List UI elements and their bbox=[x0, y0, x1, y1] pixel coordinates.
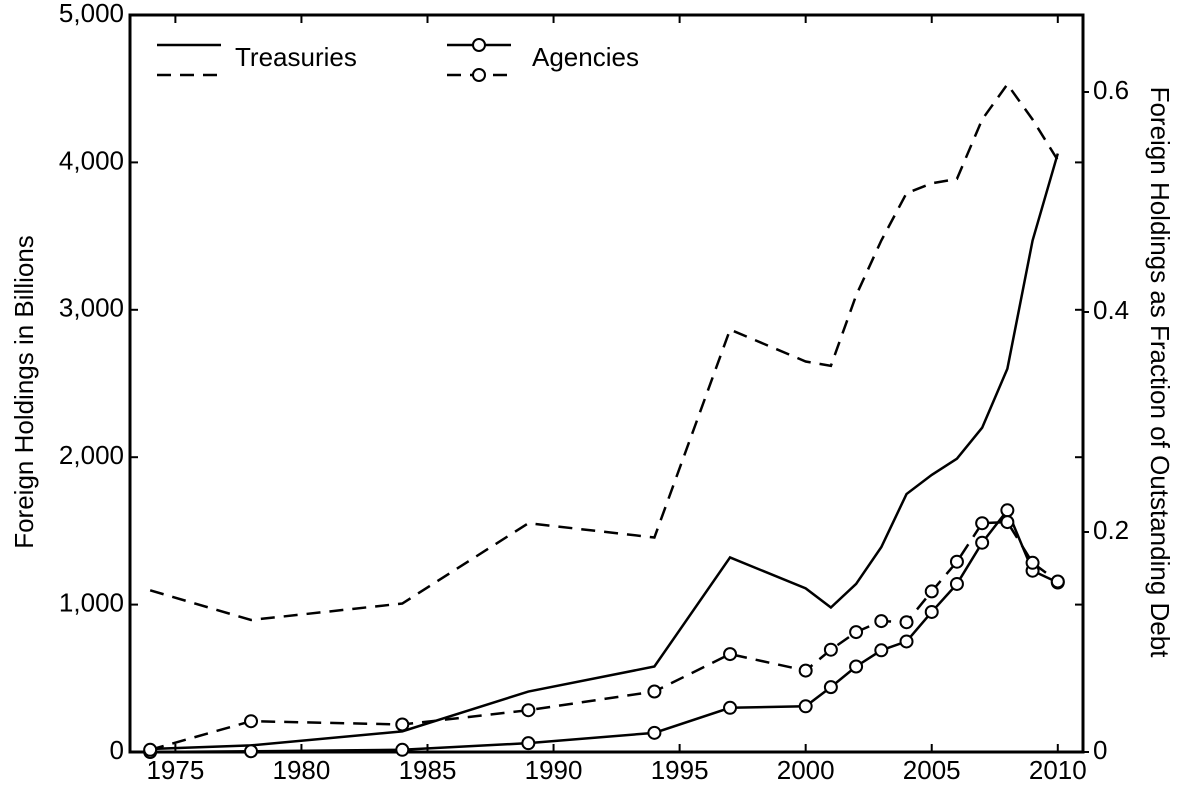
x-tick-label: 2010 bbox=[1029, 755, 1087, 785]
x-tick-label: 1990 bbox=[525, 755, 583, 785]
series-line bbox=[149, 82, 1059, 622]
y-tick-label: 2,000 bbox=[59, 440, 124, 470]
series-marker bbox=[975, 516, 990, 531]
series-marker bbox=[823, 642, 838, 657]
series-marker bbox=[849, 625, 864, 640]
series-marker bbox=[395, 717, 410, 732]
series-marker bbox=[798, 663, 813, 678]
series-marker bbox=[874, 643, 889, 658]
series-marker bbox=[975, 535, 990, 550]
y-tick-label: 4,000 bbox=[59, 145, 124, 175]
series-marker bbox=[244, 744, 259, 759]
x-tick-label: 2005 bbox=[903, 755, 961, 785]
series-marker bbox=[244, 714, 259, 729]
legend-label: Treasuries bbox=[235, 42, 357, 72]
series-marker bbox=[723, 647, 738, 662]
series-line bbox=[149, 520, 1059, 752]
y-tick-label: 3,000 bbox=[59, 293, 124, 323]
series-marker bbox=[798, 699, 813, 714]
y-tick-label: 5,000 bbox=[59, 0, 124, 28]
y2-tick-label: 0 bbox=[1093, 735, 1107, 765]
y2-tick-label: 0.4 bbox=[1093, 295, 1129, 325]
series-marker bbox=[899, 634, 914, 649]
y2-tick-label: 0.6 bbox=[1093, 75, 1129, 105]
x-tick-label: 1980 bbox=[273, 755, 331, 785]
legend-label: Agencies bbox=[532, 42, 639, 72]
y-tick-label: 0 bbox=[110, 735, 124, 765]
series-marker bbox=[823, 680, 838, 695]
plot-frame bbox=[128, 13, 1085, 754]
series-marker bbox=[647, 684, 662, 699]
series-marker bbox=[1025, 555, 1040, 570]
y2-tick-label: 0.2 bbox=[1093, 515, 1129, 545]
series-marker bbox=[924, 584, 939, 599]
x-tick-label: 2000 bbox=[777, 755, 835, 785]
series-marker bbox=[647, 725, 662, 740]
series-line bbox=[150, 153, 1059, 751]
series-marker bbox=[521, 703, 536, 718]
series-marker bbox=[949, 554, 964, 569]
legend-marker bbox=[472, 68, 486, 82]
series-marker bbox=[521, 736, 536, 751]
x-tick-label: 1975 bbox=[146, 755, 204, 785]
series-marker bbox=[949, 576, 964, 591]
x-tick-label: 1985 bbox=[399, 755, 457, 785]
legend-marker bbox=[472, 38, 486, 52]
x-tick-label: 1995 bbox=[651, 755, 709, 785]
series-marker bbox=[395, 742, 410, 757]
series-marker bbox=[143, 742, 158, 757]
y-tick-label: 1,000 bbox=[59, 587, 124, 617]
series-line bbox=[150, 507, 1059, 754]
series-marker bbox=[1000, 503, 1015, 518]
series-marker bbox=[874, 614, 889, 629]
series-marker bbox=[723, 700, 738, 715]
series-marker bbox=[899, 615, 914, 630]
series-marker bbox=[924, 604, 939, 619]
series-marker bbox=[1000, 515, 1015, 530]
y-axis-label: Foreign Holdings in Billions bbox=[9, 235, 39, 549]
series-marker bbox=[849, 659, 864, 674]
series-marker bbox=[1050, 574, 1065, 589]
y2-axis-label: Foreign Holdings as Fraction of Outstand… bbox=[1145, 87, 1175, 659]
